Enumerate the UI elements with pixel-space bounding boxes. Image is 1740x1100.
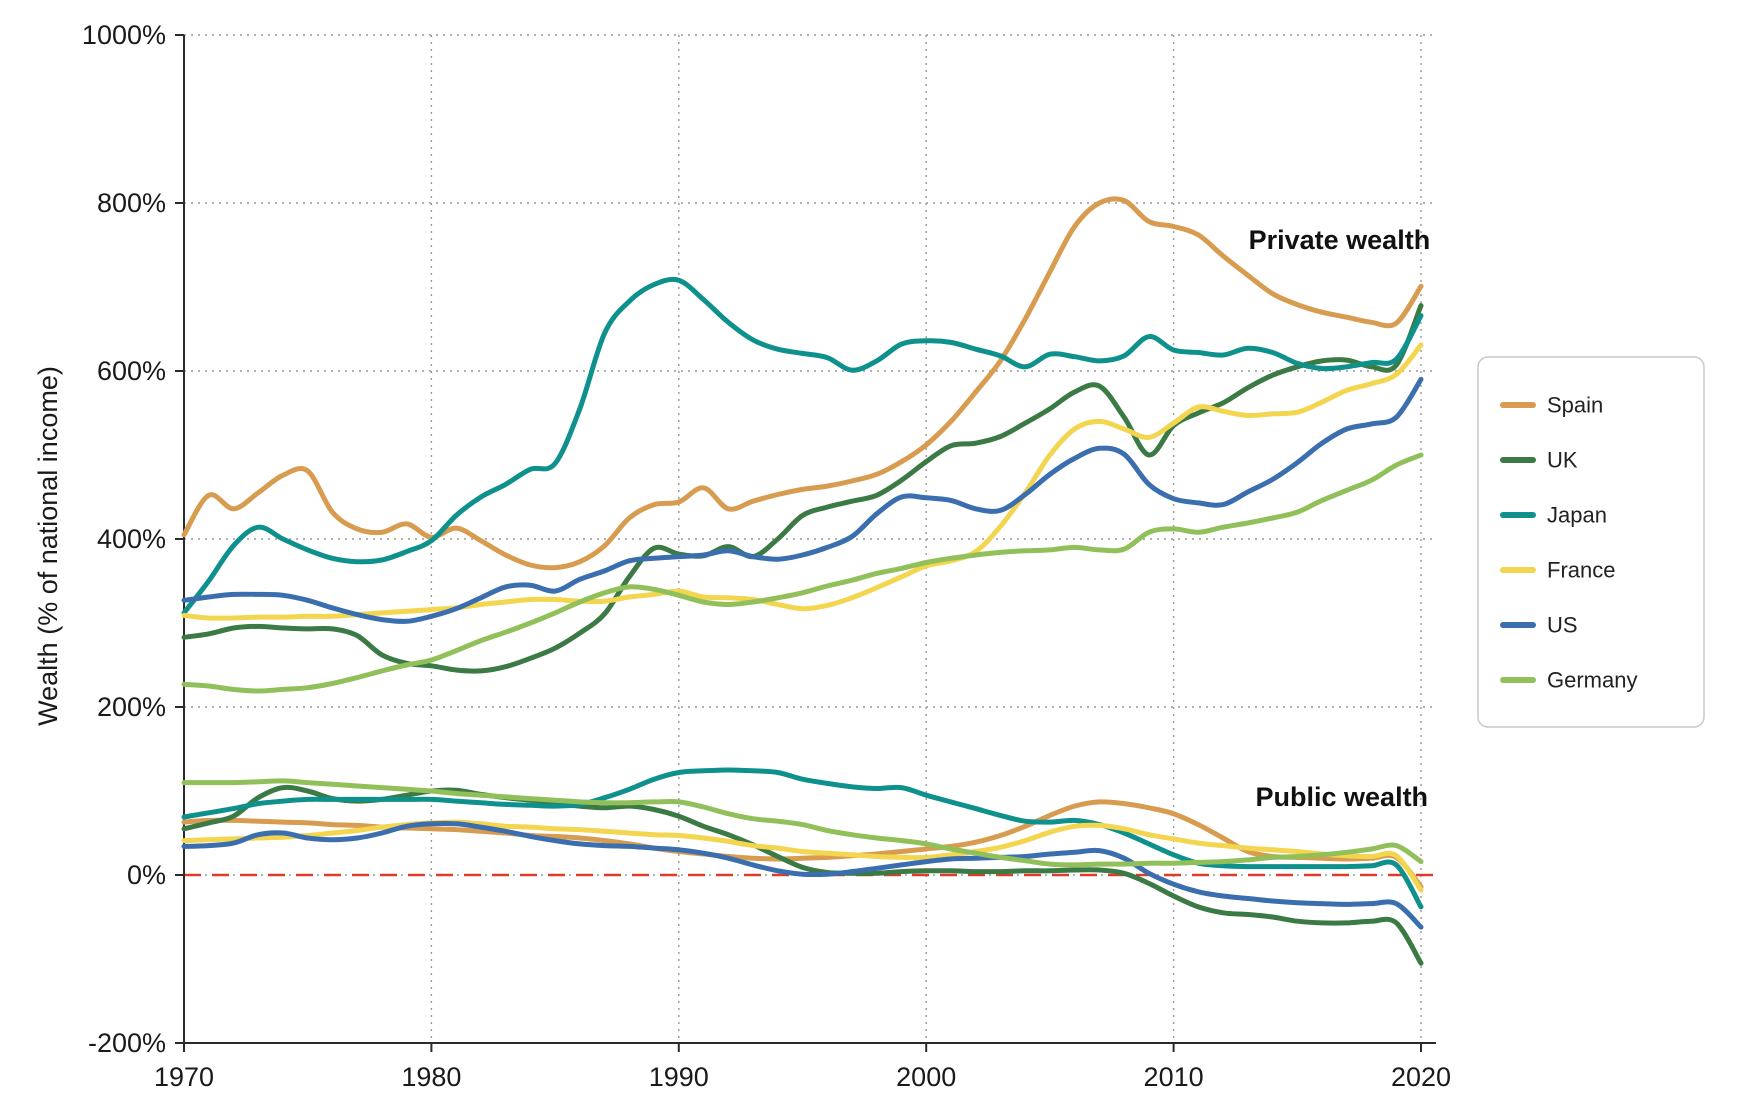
legend-label-japan: Japan (1547, 503, 1607, 528)
x-tick-label-2000: 2000 (896, 1062, 956, 1092)
y-tick-label-1000: 1000% (82, 20, 166, 50)
y-tick-label-600: 600% (97, 356, 166, 386)
series-japan-private (181, 276, 1424, 616)
y-tick-label-0: 0% (127, 860, 166, 890)
legend-label-france: France (1547, 558, 1615, 583)
series-us-public (181, 820, 1424, 930)
legend-box (1477, 356, 1705, 728)
series-france-private (181, 342, 1424, 621)
y-tick-label-400: 400% (97, 524, 166, 554)
annotation-private-wealth: Private wealth (1249, 225, 1431, 255)
series-japan-public (181, 767, 1424, 910)
series-uk-private (181, 303, 1424, 674)
x-tick-label-2020: 2020 (1391, 1062, 1451, 1092)
y-tick-label-200: 200% (97, 692, 166, 722)
x-tick-label-1980: 1980 (401, 1062, 461, 1092)
series-spain-private (181, 196, 1424, 571)
series-france-public (181, 819, 1424, 893)
y-axis-title: Wealth (% of national income) (33, 366, 63, 726)
series-us-private (181, 376, 1424, 624)
legend-label-spain: Spain (1547, 393, 1603, 418)
x-tick-label-1990: 1990 (649, 1062, 709, 1092)
y-tick-label-800: 800% (97, 188, 166, 218)
legend-label-uk: UK (1547, 448, 1578, 473)
y-tick-label--200: -200% (88, 1028, 166, 1058)
legend-label-germany: Germany (1547, 668, 1637, 693)
series-germany-private (181, 452, 1424, 694)
x-tick-label-1970: 1970 (154, 1062, 214, 1092)
annotation-public-wealth: Public wealth (1256, 782, 1429, 812)
series-germany-public (181, 778, 1424, 868)
legend-label-us: US (1547, 613, 1578, 638)
x-tick-label-2010: 2010 (1144, 1062, 1204, 1092)
